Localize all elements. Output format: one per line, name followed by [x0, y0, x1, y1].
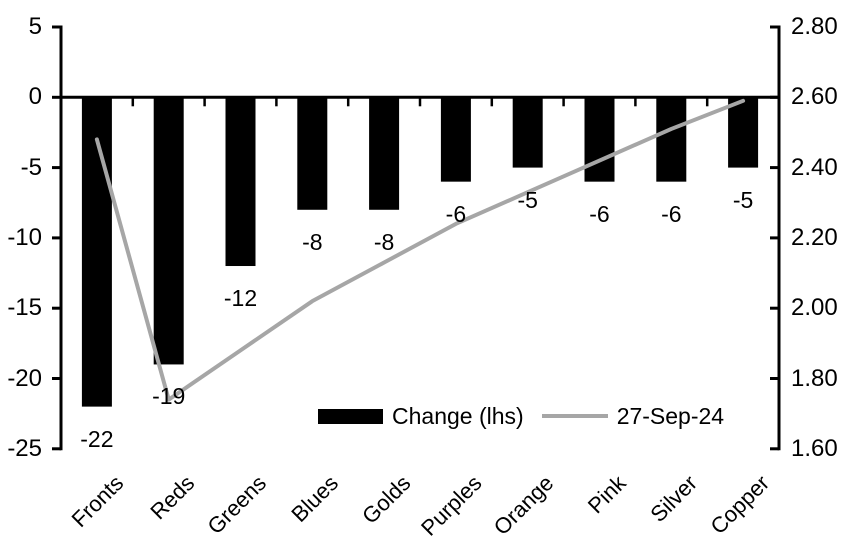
- bar-golds: [369, 97, 400, 210]
- bar-fronts: [81, 97, 112, 407]
- bar-blues: [297, 97, 328, 210]
- legend: Change (lhs) 27-Sep-24: [318, 403, 724, 429]
- bar-reds: [153, 97, 184, 365]
- bar-purples: [440, 97, 471, 182]
- bar-greens: [225, 97, 256, 267]
- series-line-27-sep-24: [94, 98, 746, 402]
- bar-pink: [584, 97, 615, 182]
- legend-label-change: Change (lhs): [392, 403, 524, 429]
- legend-line-swatch-icon: [541, 414, 608, 418]
- bar-copper: [728, 97, 759, 168]
- bar-silver: [656, 97, 687, 182]
- bar-orange: [512, 97, 543, 168]
- legend-bar-swatch-icon: [318, 408, 383, 424]
- legend-label-date: 27-Sep-24: [616, 403, 725, 429]
